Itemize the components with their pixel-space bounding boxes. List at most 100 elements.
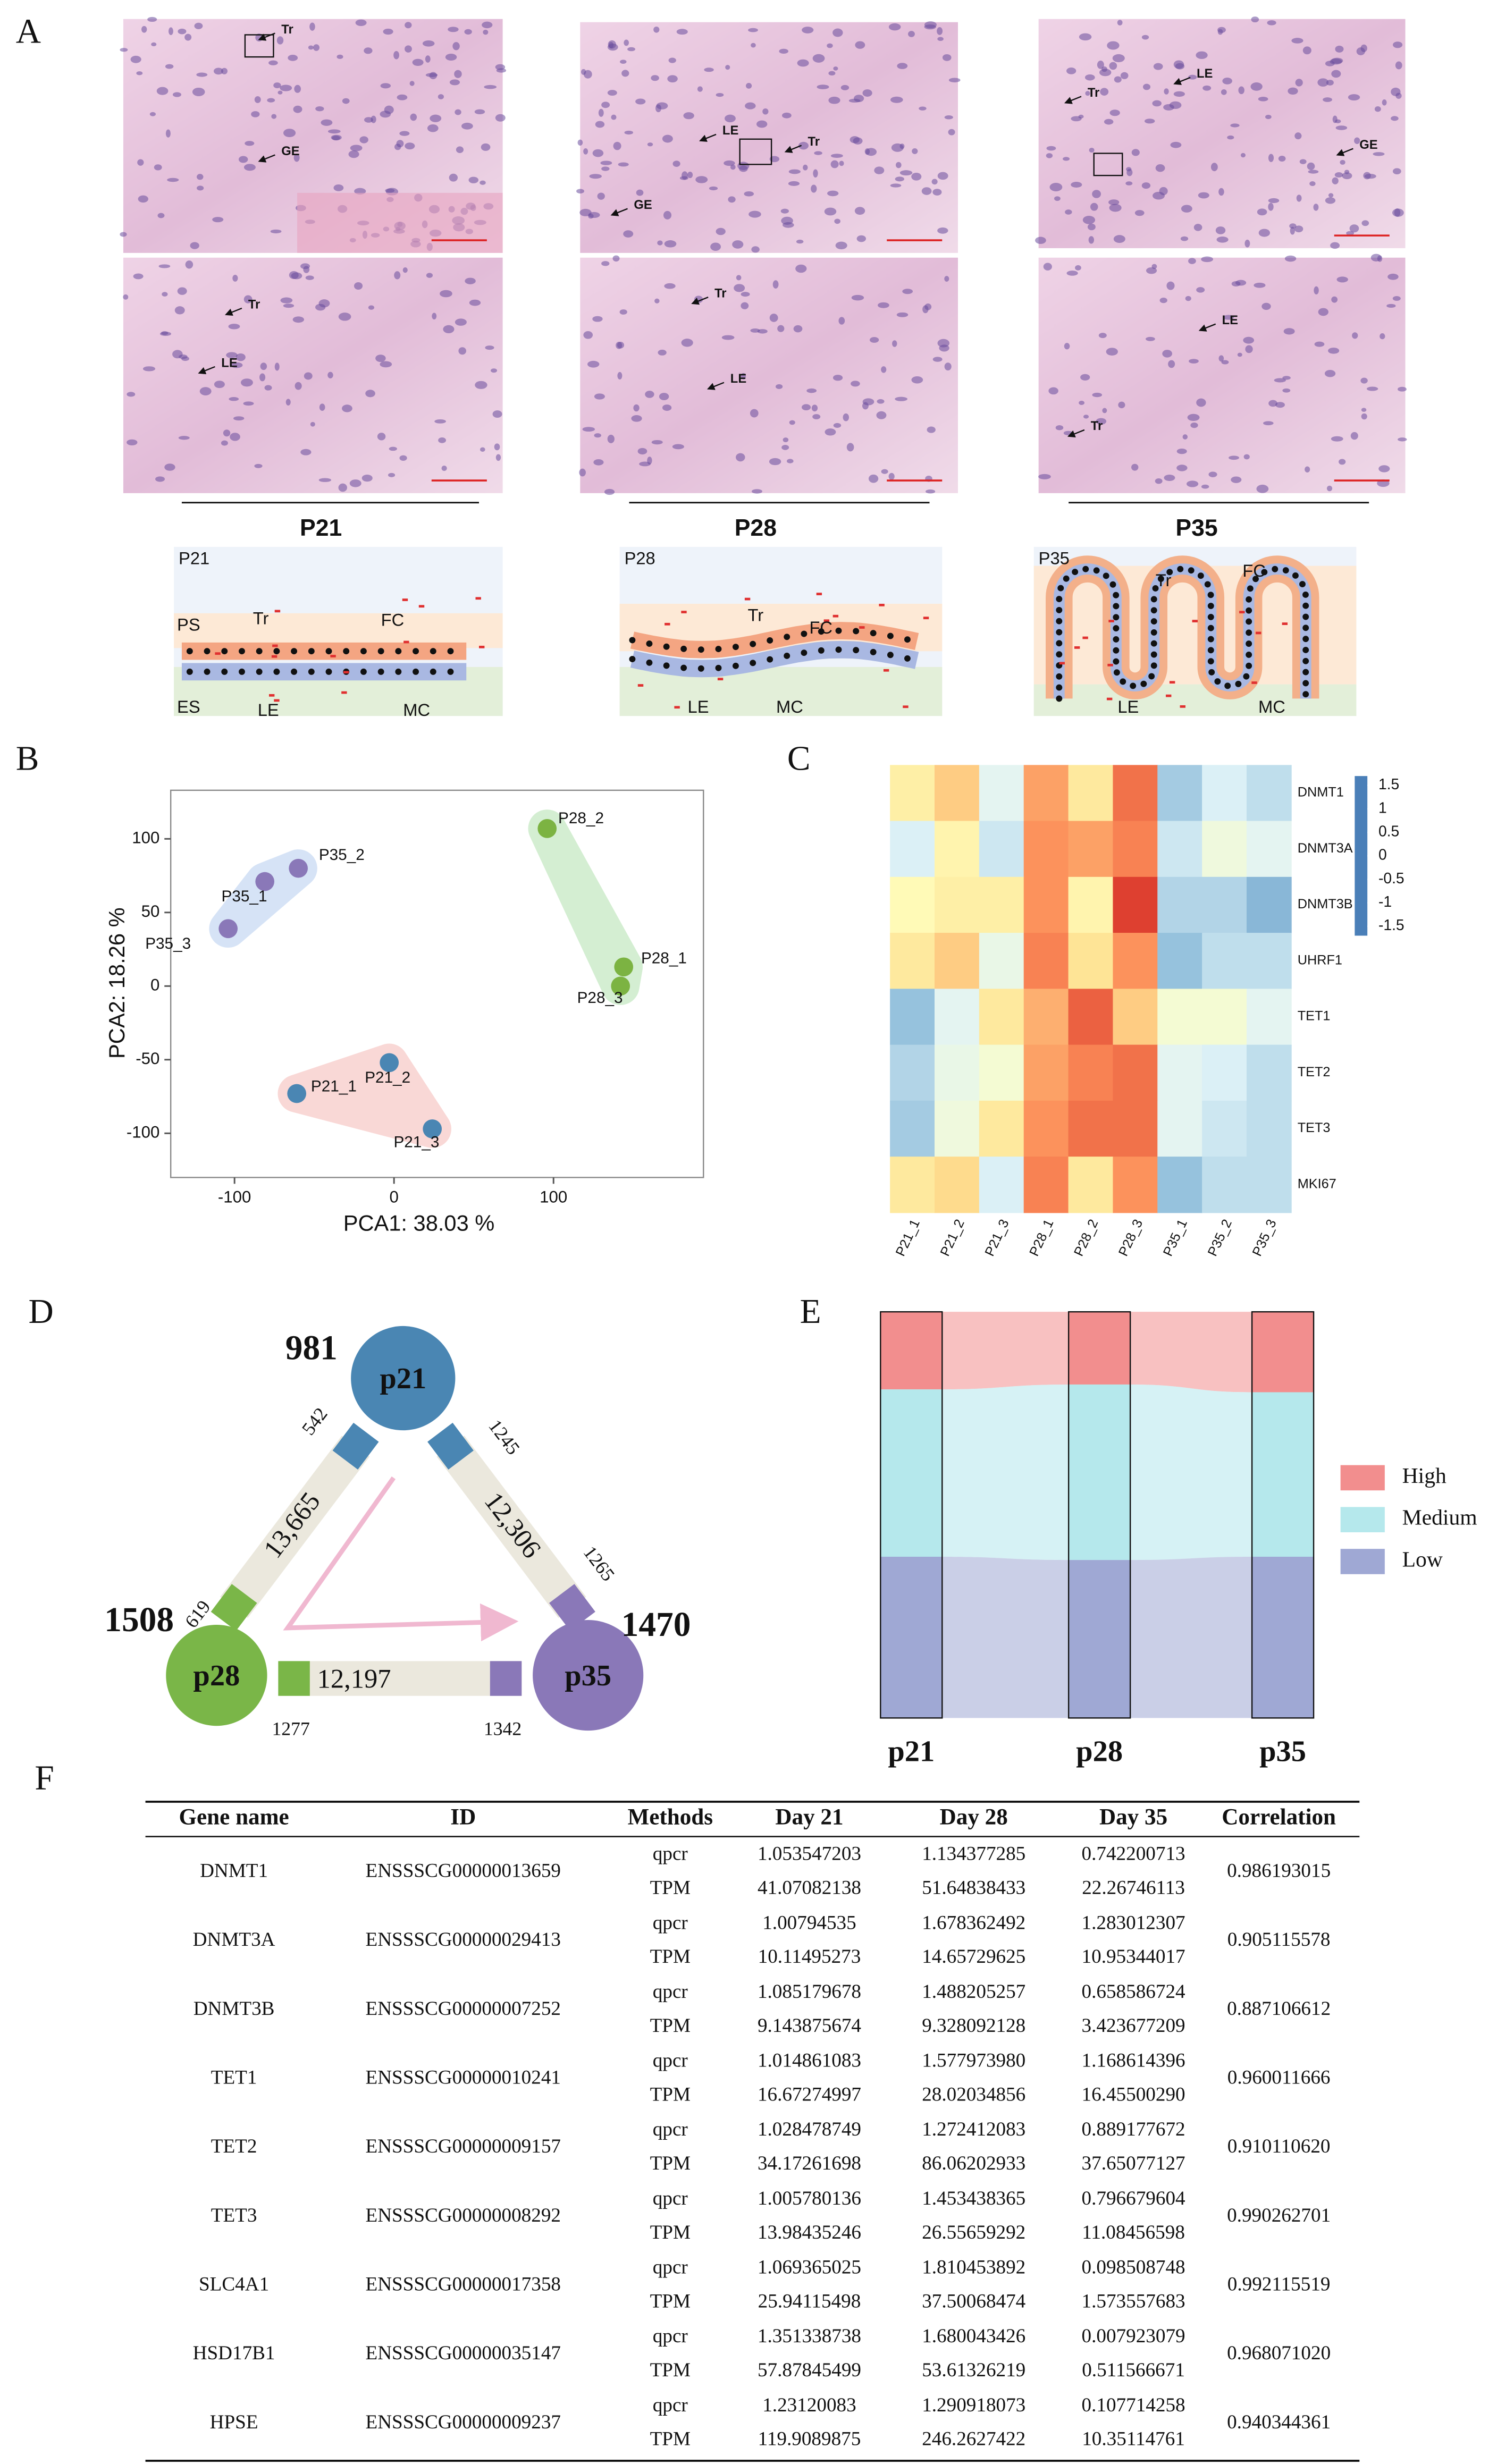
- panel-label: B: [16, 739, 39, 778]
- nucleus: [1354, 137, 1360, 144]
- nucleus: [803, 164, 808, 171]
- cell-mark: [343, 671, 349, 674]
- nucleus: [283, 129, 296, 138]
- table-cell: 0.007923079: [1082, 2325, 1185, 2347]
- flow-ribbon: [1130, 1312, 1252, 1393]
- legend-swatch: [1340, 1465, 1385, 1491]
- group-hull: [277, 1043, 451, 1148]
- column-label: P28_2: [1071, 1217, 1101, 1259]
- stratum: [880, 1312, 943, 1390]
- nucleus: [495, 114, 506, 122]
- point-label: P28_3: [577, 989, 623, 1007]
- colorbar-label: 0.5: [1378, 823, 1399, 840]
- cell-mark: [271, 655, 277, 658]
- cell-mark: [637, 684, 644, 687]
- nucleus: [593, 459, 604, 466]
- nucleus: [1048, 387, 1058, 395]
- table-cell: 0.098508748: [1082, 2257, 1185, 2279]
- nucleus: [1240, 153, 1246, 158]
- nucleus: [769, 458, 781, 466]
- nucleus: [485, 345, 494, 350]
- nucleus: [734, 284, 745, 292]
- heat-cell: [890, 1044, 935, 1101]
- nucleus: [1238, 86, 1244, 95]
- nucleus: [672, 161, 680, 167]
- nucleus: [772, 280, 779, 289]
- micrograph-label: Tr: [1091, 419, 1103, 433]
- heat-cell: [1023, 876, 1069, 933]
- point-label: P21_3: [393, 1134, 439, 1151]
- cell-mark: [674, 706, 680, 709]
- heat-cell: [1202, 821, 1247, 877]
- nucleus: [273, 82, 281, 89]
- pointer-arrow: [1198, 323, 1216, 332]
- column-label: p35: [1259, 1735, 1306, 1768]
- micrograph-label: LE: [1222, 313, 1238, 327]
- table-cell: 0.990262701: [1227, 2205, 1331, 2226]
- table-cell: 1.00794535: [762, 1912, 856, 1934]
- nucleus: [1325, 197, 1336, 204]
- nucleus: [1361, 413, 1367, 420]
- nucleus: [899, 170, 913, 176]
- nucleus: [1336, 276, 1348, 283]
- nucleus: [779, 48, 789, 54]
- nuclei-row: [1056, 566, 1309, 702]
- nucleus: [1331, 436, 1343, 442]
- nucleus: [1308, 170, 1319, 174]
- colorbar-label: -0.5: [1378, 870, 1405, 887]
- nucleus: [425, 55, 431, 63]
- point: [423, 1119, 442, 1138]
- nucleus: [1374, 106, 1381, 112]
- table-cell: 0.107714258: [1082, 2394, 1185, 2416]
- nucleus: [1079, 401, 1084, 405]
- nucleus: [710, 242, 721, 251]
- schematic-label: FC: [1242, 561, 1266, 580]
- nucleus: [1146, 267, 1157, 274]
- table-cell: 16.45500290: [1082, 2083, 1185, 2105]
- nucleus: [613, 141, 621, 150]
- cell-mark: [832, 614, 839, 618]
- cell-mark: [1255, 631, 1261, 635]
- nucleus: [1134, 210, 1145, 216]
- heat-cell: [1157, 821, 1203, 877]
- nucleus: [627, 47, 636, 52]
- nucleus: [600, 161, 612, 165]
- micrograph: Tr LE: [123, 257, 503, 493]
- heat-cell: [1246, 1157, 1292, 1213]
- nucleus: [728, 196, 736, 203]
- nucleus: [365, 390, 375, 398]
- micrograph-label: LE: [221, 356, 237, 370]
- table-cell: DNMT1: [200, 1860, 268, 1882]
- nucleus: [681, 339, 693, 347]
- nucleus: [243, 164, 256, 171]
- nucleus: [1251, 16, 1259, 23]
- cell-mark: [403, 640, 409, 644]
- nucleus: [624, 130, 633, 135]
- nucleus: [1268, 202, 1274, 211]
- stratum: [880, 1556, 943, 1718]
- muscle-region: [297, 192, 503, 253]
- nucleus: [1084, 74, 1095, 81]
- nucleus: [839, 161, 844, 166]
- micrograph-label: GE: [634, 198, 652, 212]
- table-cell: 0.986193015: [1227, 1860, 1331, 1882]
- nucleus: [854, 95, 864, 103]
- nucleus: [364, 47, 373, 54]
- nucleus: [658, 349, 667, 356]
- nucleus: [583, 148, 588, 155]
- point-label: P21_2: [365, 1069, 410, 1086]
- table-cell: 0.796679604: [1082, 2188, 1185, 2209]
- table-cell: ENSSSCG00000007252: [366, 1998, 561, 2020]
- heat-cell: [1246, 821, 1292, 877]
- table-cell: 0.968071020: [1227, 2342, 1331, 2364]
- nucleus: [1267, 20, 1276, 26]
- nucleus: [1104, 119, 1114, 125]
- end-marker: [549, 1584, 595, 1631]
- nucleus: [251, 111, 260, 117]
- table-cell: 1.23120083: [762, 2394, 856, 2416]
- nucleus: [1282, 376, 1291, 380]
- nucleus: [667, 75, 678, 83]
- nucleus: [1340, 159, 1345, 165]
- nucleus: [1196, 287, 1205, 293]
